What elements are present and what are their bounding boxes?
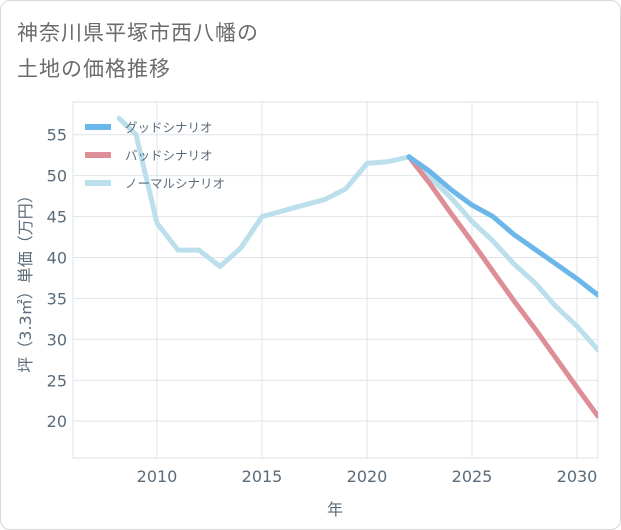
chart-title: 神奈川県平塚市西八幡の 土地の価格推移 [17, 15, 259, 87]
legend-label: グッドシナリオ [125, 120, 213, 135]
y-tick-label: 20 [47, 412, 67, 431]
x-axis-label: 年 [327, 500, 343, 519]
x-tick-label: 2020 [347, 467, 388, 486]
x-tick-label: 2030 [557, 467, 598, 486]
y-tick-label: 40 [47, 248, 67, 267]
series-line-2 [406, 154, 598, 419]
y-tick-label: 50 [47, 167, 67, 186]
y-tick-label: 35 [47, 289, 67, 308]
plot-area [72, 101, 599, 459]
y-axis-label: 坪（3.3㎡）単価（万円） [16, 187, 35, 372]
chart-title-line-2: 土地の価格推移 [17, 57, 171, 81]
y-tick-label: 25 [47, 371, 67, 390]
legend-label: ノーマルシナリオ [125, 176, 225, 191]
series-line-1 [406, 154, 598, 298]
series-line-3 [116, 115, 598, 353]
y-tick-label: 30 [47, 330, 67, 349]
chart-title-line-1: 神奈川県平塚市西八幡の [17, 21, 259, 45]
x-tick-label: 2025 [452, 467, 493, 486]
y-tick-label: 45 [47, 208, 67, 227]
legend-label: バッドシナリオ [125, 148, 213, 163]
y-tick-label: 55 [47, 126, 67, 145]
series-lines [116, 115, 598, 419]
x-tick-label: 2010 [137, 467, 178, 486]
x-tick-label: 2015 [242, 467, 283, 486]
